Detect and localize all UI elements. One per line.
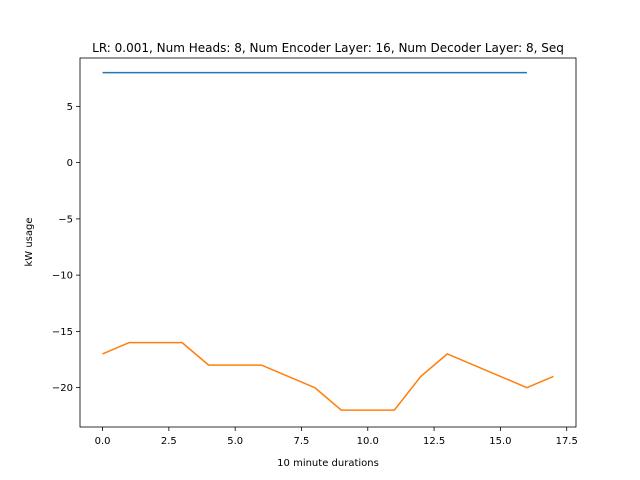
y-tick-label: −10	[52, 271, 73, 282]
y-tick-label: −20	[52, 383, 73, 394]
x-tick-label: 2.5	[161, 436, 177, 447]
x-tick-label: 17.5	[556, 436, 578, 447]
x-tick-label: 5.0	[227, 436, 243, 447]
chart-title: LR: 0.001, Num Heads: 8, Num Encoder Lay…	[92, 41, 564, 55]
y-tick-label: −15	[52, 327, 73, 338]
tick-layer: 0.0 2.5 5.0 7.5 10.0 12.5 15.0 17.5 5 0 −5 −10 −15 −2…	[52, 102, 578, 447]
x-tick-label: 7.5	[294, 436, 310, 447]
x-tick-label: 0.0	[95, 436, 111, 447]
series-layer	[102, 71, 554, 411]
y-tick-label: −5	[58, 214, 73, 225]
x-axis-label: 10 minute durations	[277, 458, 379, 469]
y-axis-label: kW usage	[24, 217, 35, 266]
y-tick-label: 5	[67, 102, 73, 113]
x-tick-label: 10.0	[357, 436, 379, 447]
plot-frame	[79, 57, 577, 428]
y-tick-label: 0	[67, 158, 73, 169]
x-tick-label: 12.5	[423, 436, 445, 447]
x-tick-label: 15.0	[489, 436, 511, 447]
series-line-2	[102, 341, 554, 411]
